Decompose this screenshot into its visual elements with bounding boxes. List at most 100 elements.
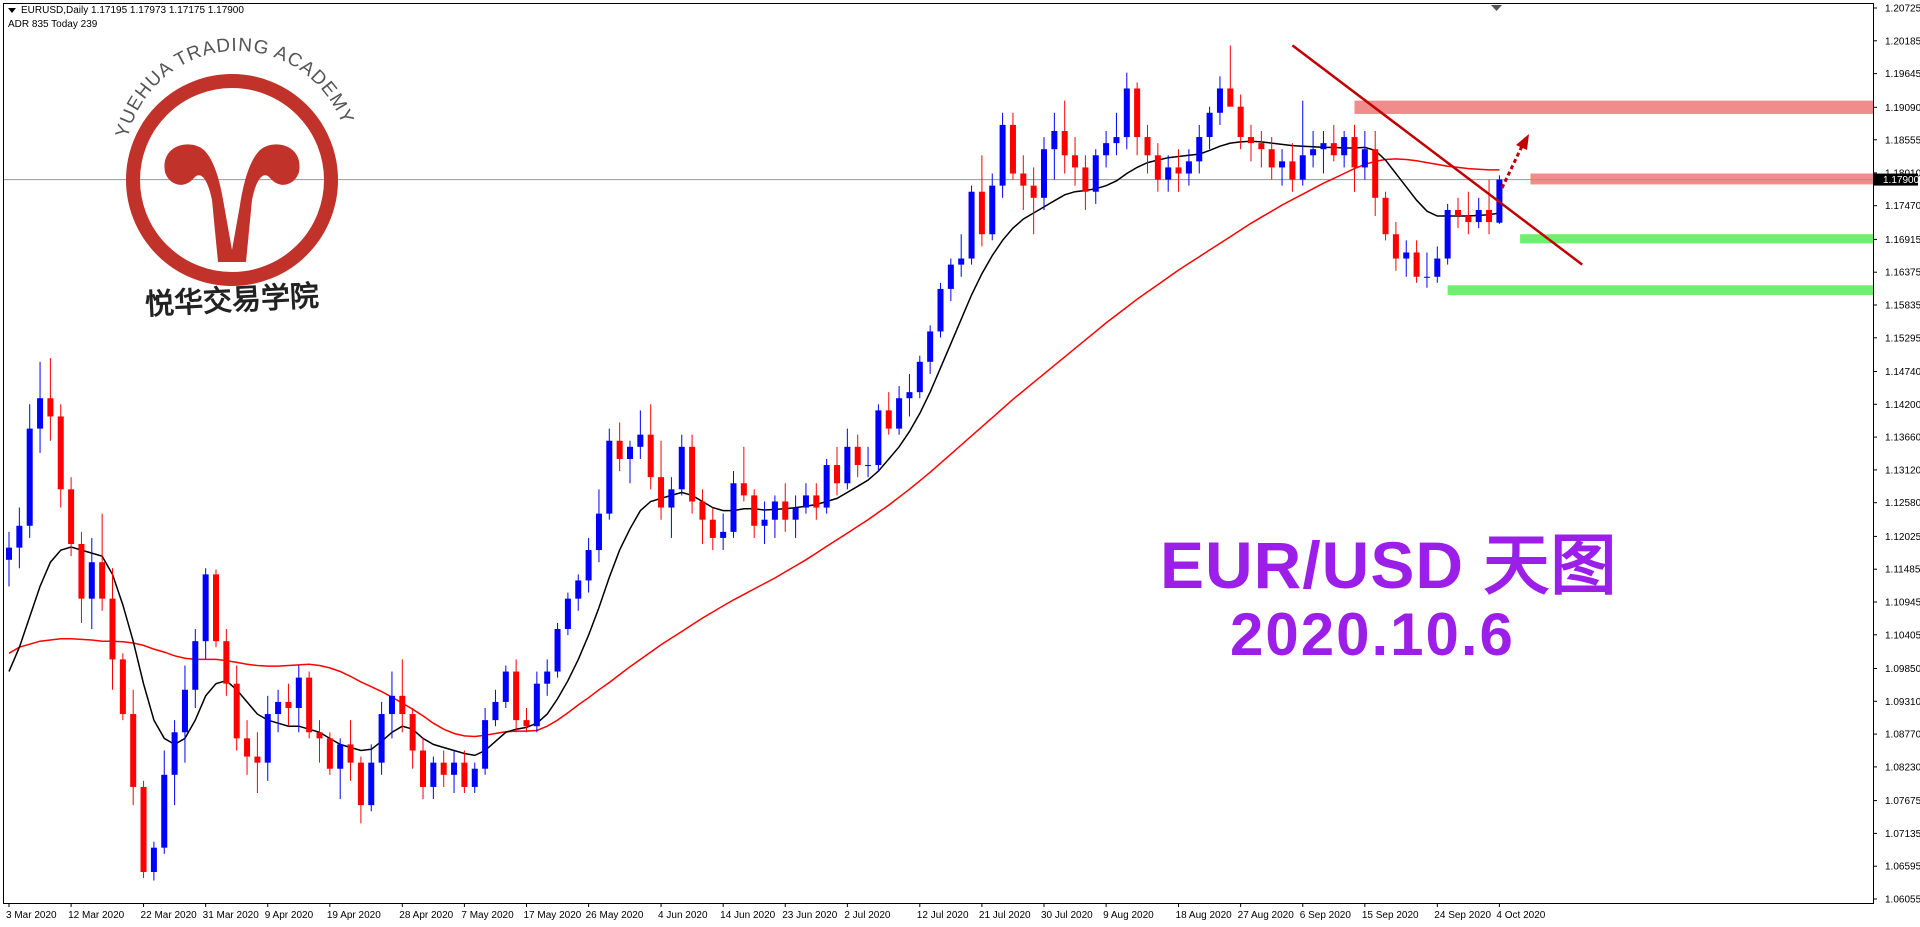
candle — [1444, 203, 1451, 265]
arrow-head-icon — [1516, 134, 1529, 150]
candle — [564, 592, 571, 636]
candle — [471, 762, 478, 794]
price-axis: 1.207251.201851.196451.190901.185551.180… — [1873, 4, 1920, 906]
x-tick-label: 30 Jul 2020 — [1041, 910, 1093, 921]
zones-layer — [1354, 100, 1873, 295]
x-tick-label: 4 Oct 2020 — [1496, 910, 1545, 921]
candle-body — [192, 641, 199, 690]
candle — [1279, 149, 1286, 186]
x-tick-label: 26 May 2020 — [586, 910, 644, 921]
candle — [978, 155, 985, 247]
candle — [1196, 124, 1203, 174]
x-tick-label: 7 May 2020 — [461, 910, 514, 921]
candle-body — [1072, 155, 1079, 168]
trendline-layer — [1291, 44, 1583, 266]
candle — [647, 404, 654, 490]
support-zone — [1447, 285, 1873, 295]
candle — [130, 689, 137, 806]
x-tick-label: 22 Mar 2020 — [141, 910, 198, 921]
candle-body — [709, 519, 716, 538]
candle — [627, 440, 633, 484]
candle — [233, 665, 240, 751]
y-tick-label: 1.07675 — [1885, 796, 1920, 807]
candle-body — [440, 762, 447, 775]
candle — [802, 483, 809, 514]
candle-body — [213, 574, 219, 642]
candle-body — [399, 695, 406, 715]
candle-body — [699, 501, 706, 520]
candle-body — [326, 738, 333, 769]
candle — [1041, 137, 1047, 210]
candle-body — [451, 762, 458, 775]
y-tick-label: 1.10405 — [1885, 630, 1920, 641]
candle — [720, 513, 727, 551]
candle — [502, 665, 509, 708]
x-tick-label: 18 Aug 2020 — [1176, 910, 1233, 921]
candle-body — [430, 762, 437, 787]
candle — [823, 458, 830, 514]
candle — [730, 471, 737, 538]
current-price-label: 1.17900 — [1883, 175, 1920, 186]
candle-body — [1185, 161, 1192, 174]
candle-body — [544, 671, 551, 684]
logo-emblem-icon — [164, 144, 300, 262]
candle — [906, 373, 913, 417]
candle — [896, 386, 903, 435]
candle — [595, 489, 602, 563]
candle — [1237, 94, 1244, 150]
adr-info: ADR 835 Today 239 — [8, 19, 98, 30]
candle — [326, 732, 333, 775]
candle — [409, 707, 416, 769]
candle — [171, 720, 178, 806]
candle-body — [202, 574, 209, 642]
candle-body — [1351, 137, 1358, 168]
candle-body — [896, 398, 903, 429]
candle-body — [1310, 149, 1317, 156]
candle-body — [1020, 173, 1027, 186]
candles-layer — [6, 45, 1503, 881]
candle-body — [357, 762, 364, 806]
candle-body — [1465, 216, 1472, 223]
projection-arrow — [1500, 134, 1529, 189]
candle — [399, 659, 406, 733]
candle-body — [119, 659, 126, 715]
candle-body — [885, 410, 892, 429]
candle — [575, 574, 582, 611]
candle — [834, 446, 840, 496]
candle-body — [523, 720, 530, 727]
support-zone — [1520, 234, 1873, 244]
candle-body — [316, 732, 323, 739]
x-tick-label: 21 Jul 2020 — [979, 910, 1031, 921]
candle — [306, 671, 313, 739]
candle-body — [968, 191, 975, 259]
y-tick-label: 1.09310 — [1885, 697, 1920, 708]
candle-body — [637, 434, 644, 447]
candle-body — [1227, 88, 1234, 107]
candle-body — [130, 714, 137, 787]
candle-body — [1279, 161, 1286, 168]
y-tick-label: 1.06595 — [1885, 862, 1920, 873]
collapse-arrow-icon[interactable] — [8, 7, 16, 13]
candle — [1216, 76, 1223, 125]
candle-body — [1009, 124, 1016, 174]
time-axis: 3 Mar 2020 12 Mar 2020 22 Mar 2020 31 Mar 2… — [6, 903, 1546, 921]
candle — [740, 446, 747, 502]
candle-body — [1206, 112, 1213, 138]
candle — [275, 689, 282, 733]
y-tick-label: 1.12580 — [1885, 498, 1920, 509]
candle-body — [244, 738, 251, 757]
x-tick-label: 14 Jun 2020 — [720, 910, 775, 921]
candle-body — [1258, 143, 1265, 150]
candle-body — [1248, 137, 1254, 144]
chart-shift-marker[interactable] — [1491, 5, 1502, 11]
candle — [99, 513, 106, 611]
candle-body — [99, 562, 106, 599]
candle — [1382, 191, 1389, 241]
candle — [161, 750, 168, 854]
candle — [1258, 130, 1265, 168]
candle-body — [1196, 137, 1203, 162]
candle-body — [782, 501, 789, 520]
y-tick-label: 1.08230 — [1885, 762, 1920, 773]
candle — [1330, 124, 1337, 162]
